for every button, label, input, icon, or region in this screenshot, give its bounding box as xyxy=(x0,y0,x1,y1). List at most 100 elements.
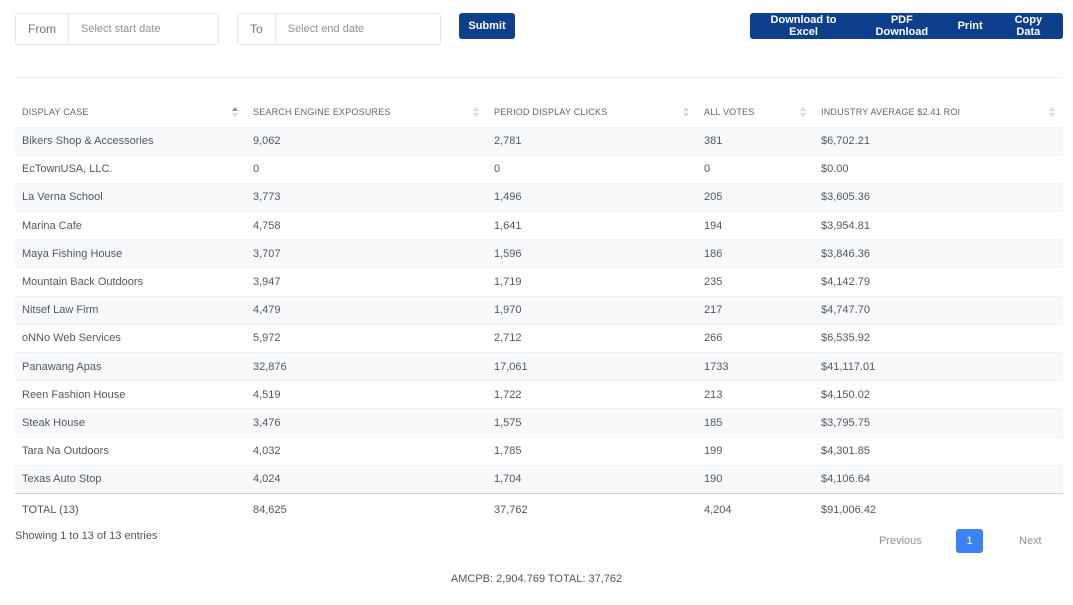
clicks-cell: 1,704 xyxy=(487,464,697,494)
table-info-text: Showing 1 to 13 of 13 entries xyxy=(15,530,158,542)
start-date-input[interactable] xyxy=(69,14,219,44)
table-row: Marina Cafe 4,758 1,641 194 $3,954.81 xyxy=(15,211,1063,240)
roi-cell: $3,605.36 xyxy=(814,182,1063,212)
display-case-cell: La Verna School xyxy=(15,182,246,212)
roi-cell: $4,142.79 xyxy=(814,267,1063,297)
exposures-cell: 32,876 xyxy=(246,351,487,381)
votes-cell: 0 xyxy=(697,154,814,184)
clicks-cell: 2,712 xyxy=(487,323,697,353)
clicks-cell: 1,496 xyxy=(487,182,697,212)
next-page-button[interactable]: Next xyxy=(1019,535,1042,547)
exposures-cell: 3,476 xyxy=(246,408,487,438)
roi-cell: $6,535.92 xyxy=(814,323,1063,353)
table-total-row: TOTAL (13) 84,625 37,762 4,204 $91,006.4… xyxy=(15,492,1063,526)
sort-icon xyxy=(1049,107,1055,119)
exposures-cell: 4,024 xyxy=(246,464,487,494)
divider xyxy=(15,77,1063,78)
table-row: La Verna School 3,773 1,496 205 $3,605.36 xyxy=(15,182,1063,212)
roi-cell: $4,747.70 xyxy=(814,295,1063,325)
download-excel-button[interactable]: Download to Excel xyxy=(750,13,857,39)
column-header-industry-average-roi[interactable]: INDUSTRY AVERAGE $2.41 ROI xyxy=(814,98,1063,127)
column-header-display-case[interactable]: DISPLAY CASE xyxy=(15,98,246,127)
clicks-cell: 2,781 xyxy=(487,126,697,156)
exposures-cell: 4,758 xyxy=(246,211,487,240)
display-case-cell: Panawang Apas xyxy=(15,351,246,381)
clicks-cell: 1,970 xyxy=(487,295,697,325)
clicks-cell: 1,719 xyxy=(487,267,697,297)
table-row: EcTownUSA, LLC. 0 0 0 $0.00 xyxy=(15,154,1063,184)
display-case-cell: Bikers Shop & Accessories xyxy=(15,126,246,156)
display-case-cell: Mountain Back Outdoors xyxy=(15,267,246,297)
clicks-cell: 17,061 xyxy=(487,351,697,381)
table-row: Nitsef Law Firm 4,479 1,970 217 $4,747.70 xyxy=(15,295,1063,325)
display-case-cell: Texas Auto Stop xyxy=(15,464,246,494)
exposures-cell: 4,519 xyxy=(246,380,487,409)
table-header-row: DISPLAY CASE SEARCH ENGINE EXPOSURES PER… xyxy=(15,98,1063,127)
roi-cell: $3,795.75 xyxy=(814,408,1063,438)
data-table: DISPLAY CASE SEARCH ENGINE EXPOSURES PER… xyxy=(15,98,1063,526)
table-body: Bikers Shop & Accessories 9,062 2,781 381 $6… xyxy=(15,126,1063,494)
roi-cell: $6,702.21 xyxy=(814,126,1063,156)
exposures-cell: 9,062 xyxy=(246,126,487,156)
total-clicks: 37,762 xyxy=(487,492,697,526)
total-label: TOTAL (13) xyxy=(15,492,246,526)
print-button[interactable]: Print xyxy=(947,13,994,39)
sort-icon xyxy=(473,107,479,119)
from-label: From xyxy=(16,14,69,44)
roi-cell: $41,117.01 xyxy=(814,351,1063,381)
exposures-cell: 0 xyxy=(246,154,487,184)
table-row: Panawang Apas 32,876 17,061 1733 $41,117.01 xyxy=(15,351,1063,381)
votes-cell: 185 xyxy=(697,408,814,438)
exposures-cell: 4,479 xyxy=(246,295,487,325)
display-case-cell: oNNo Web Services xyxy=(15,323,246,353)
votes-cell: 213 xyxy=(697,380,814,409)
votes-cell: 199 xyxy=(697,436,814,466)
votes-cell: 266 xyxy=(697,323,814,353)
export-button-group: Download to Excel PDF Download Print Cop… xyxy=(750,13,1063,39)
votes-cell: 381 xyxy=(697,126,814,156)
display-case-cell: Marina Cafe xyxy=(15,211,246,240)
table-row: Steak House 3,476 1,575 185 $3,795.75 xyxy=(15,408,1063,438)
clicks-cell: 1,641 xyxy=(487,211,697,240)
copy-data-button[interactable]: Copy Data xyxy=(994,13,1063,39)
roi-cell: $0.00 xyxy=(814,154,1063,184)
submit-button[interactable]: Submit xyxy=(459,13,515,39)
votes-cell: 186 xyxy=(697,239,814,268)
sort-asc-icon xyxy=(232,107,238,119)
roi-cell: $4,301.85 xyxy=(814,436,1063,466)
page-number-button[interactable]: 1 xyxy=(956,529,983,553)
clicks-cell: 1,575 xyxy=(487,408,697,438)
table-row: Tara Na Outdoors 4,032 1,785 199 $4,301.85 xyxy=(15,436,1063,466)
to-label: To xyxy=(238,14,276,44)
column-header-period-display-clicks[interactable]: PERIOD DISPLAY CLICKS xyxy=(487,98,697,127)
pdf-download-button[interactable]: PDF Download xyxy=(857,13,947,39)
sort-icon xyxy=(683,107,689,119)
display-case-cell: EcTownUSA, LLC. xyxy=(15,154,246,184)
votes-cell: 217 xyxy=(697,295,814,325)
total-roi: $91,006.42 xyxy=(814,492,1063,526)
total-votes: 4,204 xyxy=(697,492,814,526)
roi-cell: $3,954.81 xyxy=(814,211,1063,240)
roi-cell: $3,846.36 xyxy=(814,239,1063,268)
votes-cell: 235 xyxy=(697,267,814,297)
clicks-cell: 1,722 xyxy=(487,380,697,409)
end-date-group: To xyxy=(237,13,441,45)
exposures-cell: 4,032 xyxy=(246,436,487,466)
display-case-cell: Nitsef Law Firm xyxy=(15,295,246,325)
column-header-search-engine-exposures[interactable]: SEARCH ENGINE EXPOSURES xyxy=(246,98,487,127)
clicks-cell: 1,596 xyxy=(487,239,697,268)
table-row: Mountain Back Outdoors 3,947 1,719 235 $4,14… xyxy=(15,267,1063,297)
votes-cell: 205 xyxy=(697,182,814,212)
clicks-cell: 1,785 xyxy=(487,436,697,466)
end-date-input[interactable] xyxy=(275,14,436,44)
roi-cell: $4,106.64 xyxy=(814,464,1063,494)
table-row: oNNo Web Services 5,972 2,712 266 $6,535.92 xyxy=(15,323,1063,353)
table-row: Texas Auto Stop 4,024 1,704 190 $4,106.64 xyxy=(15,464,1063,494)
display-case-cell: Tara Na Outdoors xyxy=(15,436,246,466)
start-date-group: From xyxy=(15,13,219,45)
display-case-cell: Steak House xyxy=(15,408,246,438)
column-header-all-votes[interactable]: ALL VOTES xyxy=(697,98,814,127)
previous-page-button[interactable]: Previous xyxy=(879,535,922,547)
votes-cell: 190 xyxy=(697,464,814,494)
